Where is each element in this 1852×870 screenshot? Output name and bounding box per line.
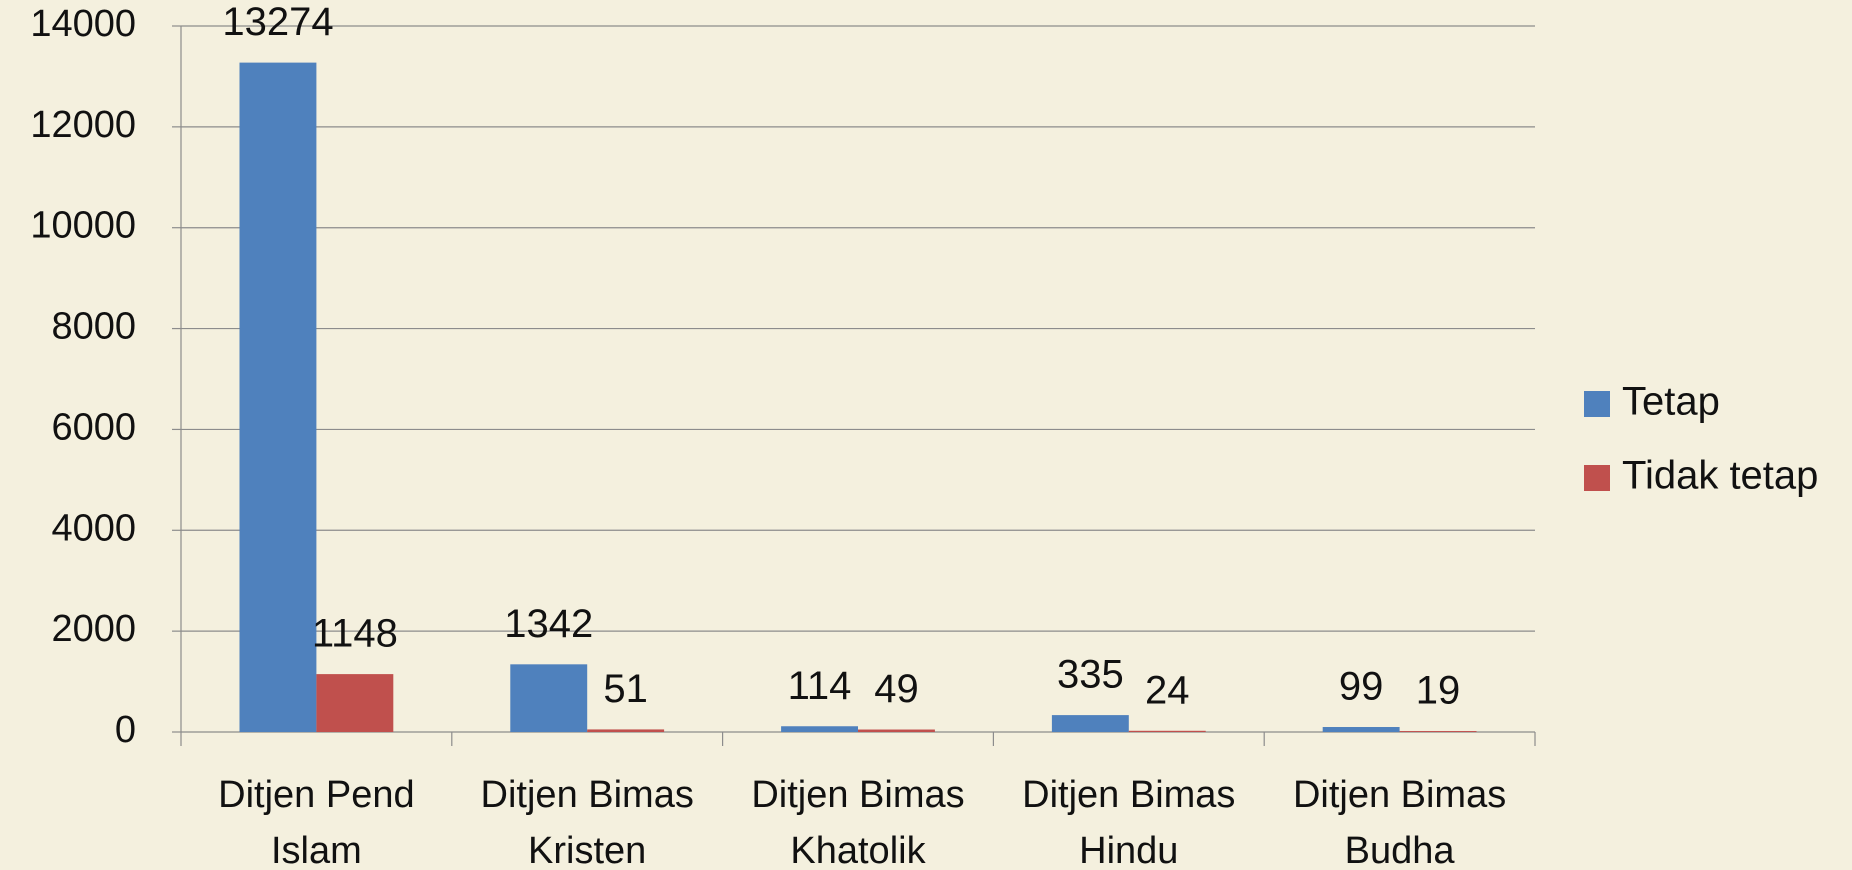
bar [858,729,935,732]
y-tick-label: 8000 [51,306,136,348]
bar [781,726,858,732]
y-tick-label: 12000 [30,104,136,146]
data-label: 19 [1416,669,1461,713]
bar [587,729,665,732]
x-tick-label: Ditjen Pend Islam [218,774,415,870]
x-tick-label: Ditjen Bimas Kristen [480,774,694,870]
y-tick-label: 2000 [51,608,136,650]
bar [239,62,317,732]
x-tick-label: Ditjen Bimas Khatolik [751,774,965,870]
data-label: 335 [1057,653,1124,697]
y-tick-label: 0 [115,709,136,751]
x-tick-label: Ditjen Bimas Budha [1292,774,1507,870]
bar [510,664,588,732]
y-tick-label: 6000 [51,406,136,448]
y-tick-label: 10000 [30,205,136,247]
legend-label: Tidak tetap [1622,454,1818,498]
data-label: 114 [788,664,852,708]
data-label: 24 [1145,668,1190,712]
data-label: 1342 [504,602,593,646]
y-tick-label: 4000 [51,507,136,549]
bar [1399,731,1477,732]
bar [1051,715,1129,732]
legend-label: Tetap [1622,380,1720,424]
data-label: 49 [874,667,919,711]
data-label: 99 [1339,665,1384,709]
data-label: 51 [603,667,648,711]
legend-swatch [1584,391,1610,417]
data-label: 13274 [222,0,333,44]
bar [316,674,394,732]
y-tick-label: 14000 [30,3,136,45]
legend-swatch [1584,465,1610,491]
data-label: 1148 [312,612,398,656]
bar [1128,730,1206,732]
bar [1322,727,1400,732]
x-tick-label: Ditjen Bimas Hindu [1022,774,1236,870]
